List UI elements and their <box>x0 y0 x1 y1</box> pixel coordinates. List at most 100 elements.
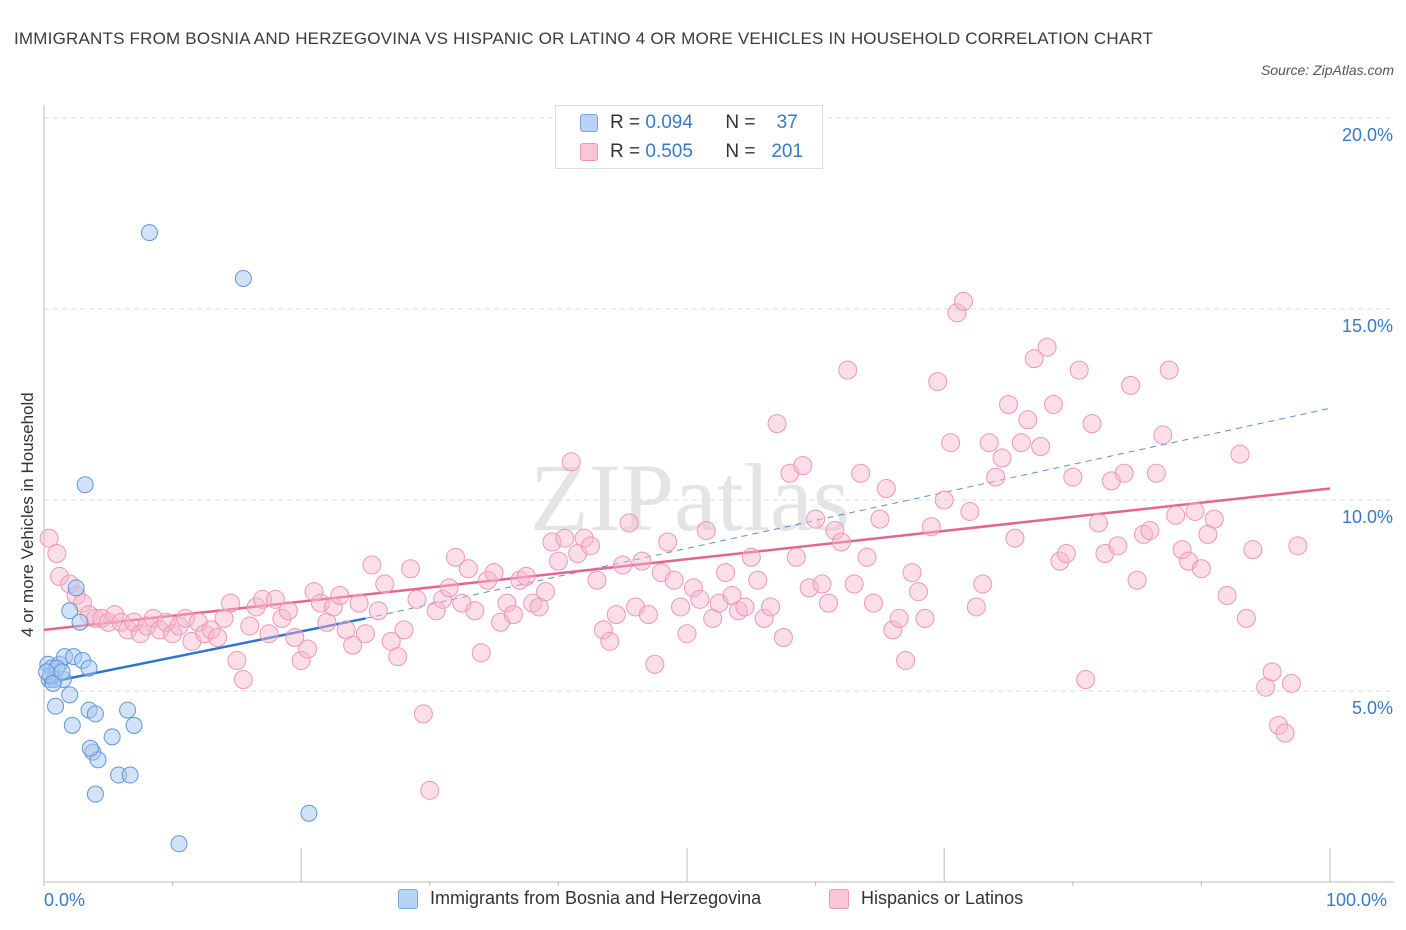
hispanic-point <box>1082 414 1102 434</box>
hispanic-point <box>1056 543 1076 563</box>
hispanic-point <box>716 563 736 583</box>
hispanic-point <box>73 593 93 613</box>
bosnia-point <box>76 476 94 494</box>
hispanic-point <box>1217 586 1237 605</box>
hispanic-point <box>548 551 568 571</box>
hispanic-point <box>143 608 163 628</box>
hispanic-point <box>175 608 195 628</box>
hispanic-point <box>934 490 954 510</box>
hispanic-point <box>979 433 999 453</box>
series-legend: Immigrants from Bosnia and Herzegovina H… <box>0 888 1406 916</box>
hispanic-point <box>426 601 446 621</box>
hispanic-point <box>632 551 652 571</box>
hispanic-point <box>793 456 813 476</box>
data-points <box>38 224 1308 853</box>
hispanic-point <box>1037 337 1057 357</box>
hispanic-point <box>876 479 896 499</box>
legend-swatch-blue <box>580 114 598 132</box>
hispanic-point <box>298 639 318 659</box>
hispanic-point <box>799 578 819 598</box>
hispanic-point <box>1044 395 1064 414</box>
legend-n-value: 201 <box>771 141 804 162</box>
hispanic-point <box>439 578 459 598</box>
hispanic-point <box>356 624 375 644</box>
hispanic-point <box>1243 540 1263 560</box>
hispanic-point <box>806 509 826 529</box>
hispanic-point <box>163 624 183 644</box>
hispanic-point <box>1031 437 1051 457</box>
hispanic-point <box>973 574 993 594</box>
hispanic-point <box>838 360 858 380</box>
hispanic-point <box>240 616 260 636</box>
legend-n-label: N = <box>725 112 756 133</box>
hispanic-point <box>1275 723 1295 743</box>
hispanic-point <box>941 433 961 453</box>
hispanic-point <box>851 463 871 483</box>
hispanic-point <box>1288 536 1308 556</box>
bosnia-point <box>121 766 139 784</box>
hispanic-point <box>690 589 710 609</box>
hispanic-point <box>420 780 440 800</box>
legend-item-hispanic: Hispanics or Latinos <box>829 888 1023 909</box>
legend-r-label: R = <box>610 141 641 162</box>
hispanic-point <box>169 616 189 636</box>
hispanic-point <box>619 513 639 533</box>
hispanic-point <box>1140 521 1160 541</box>
hispanic-point <box>555 528 575 548</box>
x-tick-label-min: 0.0% <box>44 890 86 910</box>
bosnia-point <box>103 728 121 746</box>
hispanic-point <box>1236 608 1256 628</box>
hispanic-point <box>465 601 485 621</box>
hispanic-point <box>246 597 266 617</box>
hispanic-point <box>1159 360 1179 380</box>
y-tick-label: 5.0% <box>1352 698 1393 718</box>
hispanic-point <box>844 574 864 594</box>
hispanic-point <box>233 670 253 690</box>
legend-item-bosnia: Immigrants from Bosnia and Herzegovina <box>398 888 761 909</box>
hispanic-point <box>928 372 948 392</box>
hispanic-point <box>587 570 607 590</box>
y-tick-label: 20.0% <box>1342 125 1393 145</box>
source-label: Source: ZipAtlas.com <box>1260 62 1394 78</box>
hispanic-point <box>883 620 903 640</box>
hispanic-point <box>343 635 363 655</box>
hispanic-point <box>754 608 774 628</box>
legend-label-bosnia: Immigrants from Bosnia and Herzegovina <box>430 888 762 908</box>
hispanic-point <box>49 566 69 586</box>
legend-label-hispanic: Hispanics or Latinos <box>861 888 1024 908</box>
hispanic-point <box>47 543 67 563</box>
hispanic-point <box>208 628 228 648</box>
hispanic-point <box>645 654 665 674</box>
bosnia-point <box>47 697 65 715</box>
y-tick-labels: 5.0% 10.0% 15.0% 20.0% <box>1342 125 1393 718</box>
hispanic-point <box>1108 536 1128 556</box>
legend-row-bosnia: R = 0.094 N = 37 <box>580 110 798 136</box>
legend-row-hispanic: R = 0.505 N = 201 <box>580 139 803 165</box>
hispanic-point <box>516 566 536 586</box>
hispanic-point <box>786 547 806 567</box>
hispanic-point <box>458 559 478 579</box>
legend-r-value: 0.094 <box>645 112 693 133</box>
hispanic-point <box>368 601 388 621</box>
hispanic-point <box>870 509 890 529</box>
hispanic-point <box>947 303 967 323</box>
bosnia-point <box>67 579 85 597</box>
hispanic-point <box>124 612 144 632</box>
bosnia-point <box>61 602 79 620</box>
hispanic-point <box>825 521 845 541</box>
hispanic-point <box>773 628 793 648</box>
hispanic-point <box>1172 540 1192 560</box>
hispanic-point <box>362 555 382 575</box>
hispanic-point <box>1069 360 1089 380</box>
hispanic-point <box>735 597 755 617</box>
hispanic-point <box>407 589 427 609</box>
hispanic-point <box>992 448 1012 468</box>
legend-swatch-pink <box>580 143 598 161</box>
hispanic-point <box>137 616 157 636</box>
hispanic-point <box>1281 673 1301 693</box>
hispanic-point <box>677 624 697 644</box>
hispanic-point <box>896 650 916 670</box>
hispanic-point <box>401 559 421 579</box>
hispanic-point <box>1024 349 1044 369</box>
